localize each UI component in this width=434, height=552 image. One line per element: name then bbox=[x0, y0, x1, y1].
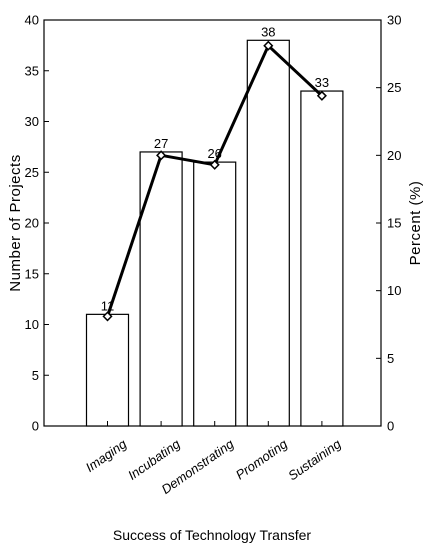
y-tick-label: 20 bbox=[25, 216, 39, 231]
x-tick-label-promoting: Promoting bbox=[233, 436, 291, 483]
y-axis-left: 0 5 10 15 20 25 30 35 40 bbox=[25, 13, 49, 434]
y2-tick-label: 25 bbox=[387, 80, 401, 95]
y2-tick-label: 0 bbox=[387, 419, 394, 434]
y2-tick-label: 10 bbox=[387, 283, 401, 298]
y2-tick-label: 5 bbox=[387, 351, 394, 366]
y2-tick-label: 30 bbox=[387, 13, 401, 28]
y-tick-label: 25 bbox=[25, 165, 39, 180]
y2-axis-title: Percent (%) bbox=[407, 181, 424, 266]
y-tick-label: 10 bbox=[25, 317, 39, 332]
bars bbox=[85, 39, 344, 427]
bar-incubating bbox=[139, 151, 183, 427]
percent-point-imaging bbox=[102, 311, 113, 322]
data-label-demonstrating: 26 bbox=[207, 146, 221, 161]
x-axis-title: Success of Technology Transfer bbox=[113, 527, 312, 543]
percent-point-incubating bbox=[156, 150, 167, 161]
y-tick-label: 35 bbox=[25, 63, 39, 78]
percent-point-promoting bbox=[263, 40, 274, 51]
y-tick-label: 15 bbox=[25, 266, 39, 281]
y-axis-right: 0 5 10 15 20 25 30 bbox=[376, 13, 401, 434]
percent-point-demonstrating bbox=[209, 159, 220, 170]
y2-tick-label: 20 bbox=[387, 148, 401, 163]
plot-area: 11 27 26 38 33 bbox=[43, 19, 382, 427]
bar-demonstrating bbox=[193, 161, 237, 427]
x-tick-label-imaging: Imaging bbox=[83, 436, 130, 475]
percent-line-series bbox=[102, 40, 327, 322]
data-labels: 11 27 26 38 33 bbox=[101, 24, 329, 313]
bar-promoting bbox=[246, 39, 290, 427]
y-axis-title: Number of Projects bbox=[7, 154, 24, 291]
bar-sustaining bbox=[300, 90, 344, 427]
percent-point-sustaining bbox=[316, 90, 327, 101]
y-tick-label: 30 bbox=[25, 114, 39, 129]
y-tick-label: 0 bbox=[32, 419, 39, 434]
x-tick-label-sustaining: Sustaining bbox=[285, 436, 344, 484]
bar-imaging bbox=[85, 313, 130, 427]
data-label-incubating: 27 bbox=[154, 136, 168, 151]
y-tick-label: 5 bbox=[32, 368, 39, 383]
y2-tick-label: 15 bbox=[387, 216, 401, 231]
y-tick-label: 40 bbox=[25, 13, 39, 28]
data-label-imaging: 11 bbox=[101, 298, 115, 313]
x-axis: ImagingIncubatingDemonstratingPromotingS… bbox=[83, 421, 344, 497]
data-label-promoting: 38 bbox=[261, 24, 275, 39]
data-label-sustaining: 33 bbox=[315, 75, 329, 90]
